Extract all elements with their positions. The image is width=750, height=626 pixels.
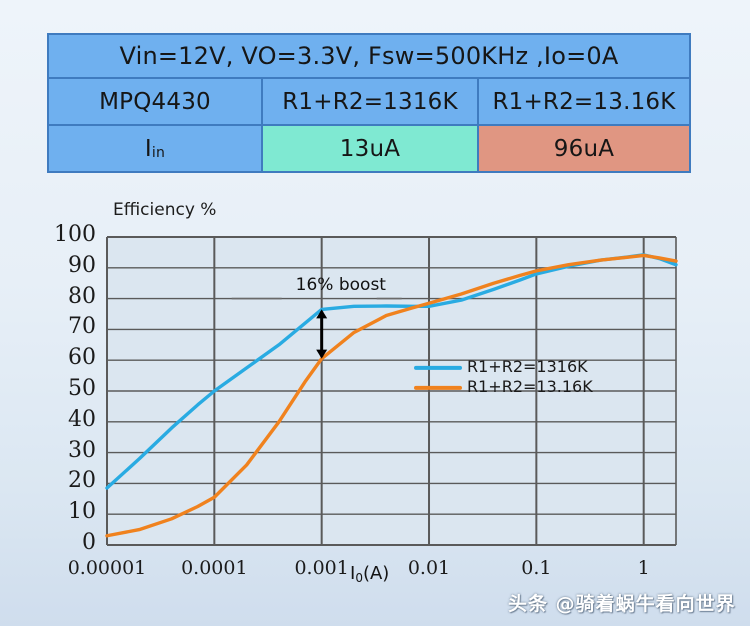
y-tick-label: 100 [54,222,96,247]
spec-title-cell: Vin=12V, VO=3.3V, Fsw=500KHz ,Io=0A [49,35,689,77]
y-tick-label: 90 [68,252,96,278]
plot-svg [105,236,678,546]
y-tick-label: 40 [68,406,96,432]
y-tick-label: 70 [68,314,96,340]
x-tick-label: 0.01 [407,557,451,579]
y-axis-title: Efficiency % [113,200,217,220]
y-tick-label: 10 [68,499,96,525]
y-tick-label: 30 [68,437,96,463]
y-tick-label: 50 [68,376,96,401]
series-line-1 [105,253,678,538]
x-axis-title: I0(A) [350,563,390,585]
x-axis-title-main: I [350,563,356,584]
spec-header-r1r2-high: R1+R2=1316K [261,79,477,124]
y-tick-label: 60 [68,345,96,371]
y-tick-label: 0 [82,530,96,555]
x-tick-label: 0.001 [294,557,349,579]
x-tick-label: 0.00001 [67,557,147,579]
watermark: 头条 @骑着蜗牛看向世界 [508,593,736,615]
y-tick-label: 80 [68,283,96,309]
spec-value-low: 96uA [477,126,689,171]
x-axis-title-tail: (A) [362,563,390,584]
iin-label-sub: in [151,144,166,161]
y-tick-label: 20 [68,468,96,494]
spec-header-part: MPQ4430 [49,79,261,124]
spec-table: Vin=12V, VO=3.3V, Fsw=500KHz ,Io=0A MPQ4… [47,33,691,173]
x-axis-title-sub: 0 [355,571,363,585]
iin-label-main: I [144,135,152,162]
x-tick-label: 0.0001 [181,557,248,579]
spec-table-header-row: MPQ4430 R1+R2=1316K R1+R2=13.16K [49,77,689,124]
efficiency-chart: Efficiency % 16% boost R1+R2=1316K R1+R2… [0,190,750,590]
x-tick-label: 1 [637,557,650,579]
spec-table-title-row: Vin=12V, VO=3.3V, Fsw=500KHz ,Io=0A [49,35,689,77]
boost-annotation-label: 16% boost [295,274,386,295]
spec-value-high: 13uA [261,126,477,171]
legend-label-series-0: R1+R2=1316K [467,356,588,376]
legend-label-series-1: R1+R2=13.16K [467,376,593,396]
x-tick-label: 0.1 [521,557,552,579]
spec-header-r1r2-low: R1+R2=13.16K [477,79,689,124]
